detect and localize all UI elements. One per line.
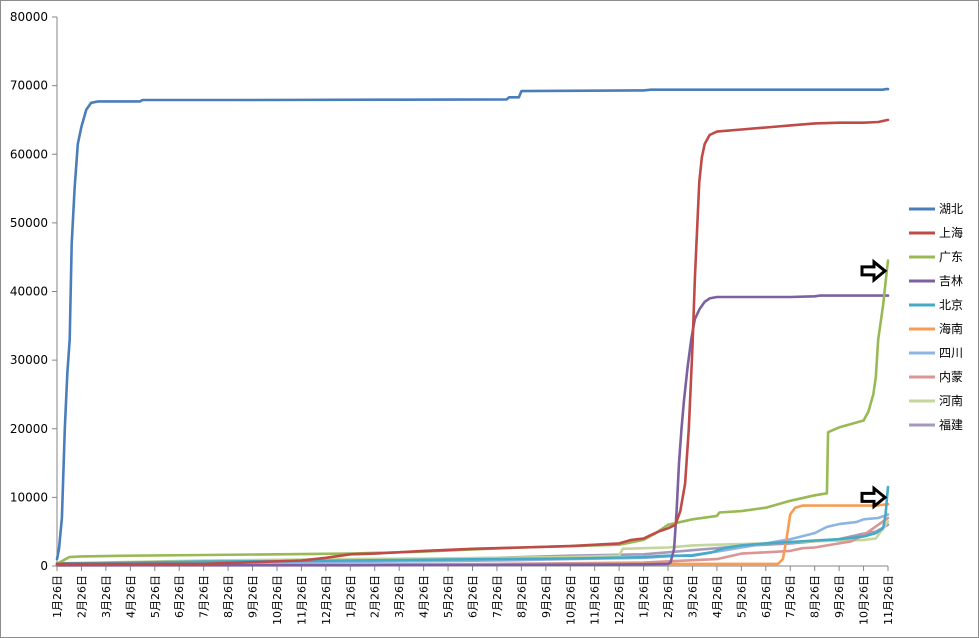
legend-label: 内蒙 [939,370,963,384]
series-line-1 [55,118,890,566]
x-tick-label: 9月26日 [540,575,553,618]
x-tick-label: 1月26日 [344,575,357,618]
y-tick-label: 10000 [10,490,48,504]
x-tick-label: 3月26日 [100,575,113,618]
x-tick-label: 8月26日 [515,575,528,618]
x-tick-label: 6月26日 [760,575,773,618]
x-tick-label: 11月26日 [882,575,895,625]
x-tick-label: 12月26日 [613,575,626,625]
x-tick-label: 3月26日 [393,575,406,618]
legend-label: 上海 [939,225,963,240]
y-tick-label: 70000 [10,79,48,93]
legend-label: 四川 [939,346,963,360]
x-tick-label: 2月26日 [662,575,675,618]
x-tick-label: 2月26日 [369,575,382,618]
x-tick-label: 2月26日 [75,575,88,618]
series-line-8 [55,520,890,566]
y-tick-label: 60000 [10,147,48,161]
annotation-arrows [860,258,888,510]
x-tick-label: 12月26日 [320,575,333,625]
x-axis-ticks: 1月26日 2月26日 3月26日 4月26日 5月26日 6月26日 7月26日 8月26日… [51,566,895,625]
x-tick-label: 8月26日 [809,575,822,618]
x-tick-label: 6月26日 [173,575,186,618]
x-tick-label: 11月26日 [295,575,308,625]
series-lines [55,87,890,567]
x-tick-label: 1月26日 [638,575,651,618]
legend-label: 湖北 [939,201,963,216]
series-line-3 [55,294,890,567]
y-tick-label: 0 [40,559,48,573]
legend-label: 广东 [939,250,963,264]
x-tick-label: 7月26日 [198,575,211,618]
y-tick-label: 80000 [10,10,48,24]
series-line-4 [55,485,890,565]
x-tick-label: 7月26日 [784,575,797,618]
x-tick-label: 9月26日 [833,575,846,618]
series-line-2 [55,259,890,566]
y-axis-ticks: 0 10000 20000 30000 40000 50000 60000 70000 8000… [10,10,57,573]
x-tick-label: 4月26日 [124,575,137,618]
legend-label: 河南 [939,393,963,408]
y-tick-label: 30000 [10,353,48,367]
x-tick-label: 1月26日 [51,575,64,618]
x-tick-label: 10月26日 [858,575,871,625]
x-tick-label: 6月26日 [467,575,480,618]
y-tick-label: 20000 [10,422,48,436]
x-tick-label: 10月26日 [271,575,284,625]
y-tick-label: 40000 [10,285,48,299]
x-tick-label: 5月26日 [735,575,748,618]
series-line-0 [55,87,890,561]
x-tick-label: 10月26日 [564,575,577,625]
x-tick-label: 9月26日 [247,575,260,618]
x-tick-label: 3月26日 [686,575,699,618]
x-tick-label: 4月26日 [418,575,431,618]
legend-label: 海南 [939,321,963,336]
x-tick-label: 5月26日 [442,575,455,618]
arrow-right-icon [860,485,888,510]
x-tick-label: 7月26日 [491,575,504,618]
x-tick-label: 11月26日 [589,575,602,625]
x-tick-label: 5月26日 [149,575,162,618]
x-tick-label: 4月26日 [711,575,724,618]
legend-label: 吉林 [939,274,963,288]
y-tick-label: 50000 [10,216,48,230]
arrow-right-icon [860,258,888,284]
legend-label: 福建 [939,417,963,432]
legend-label: 北京 [939,298,963,312]
x-tick-label: 8月26日 [222,575,235,618]
